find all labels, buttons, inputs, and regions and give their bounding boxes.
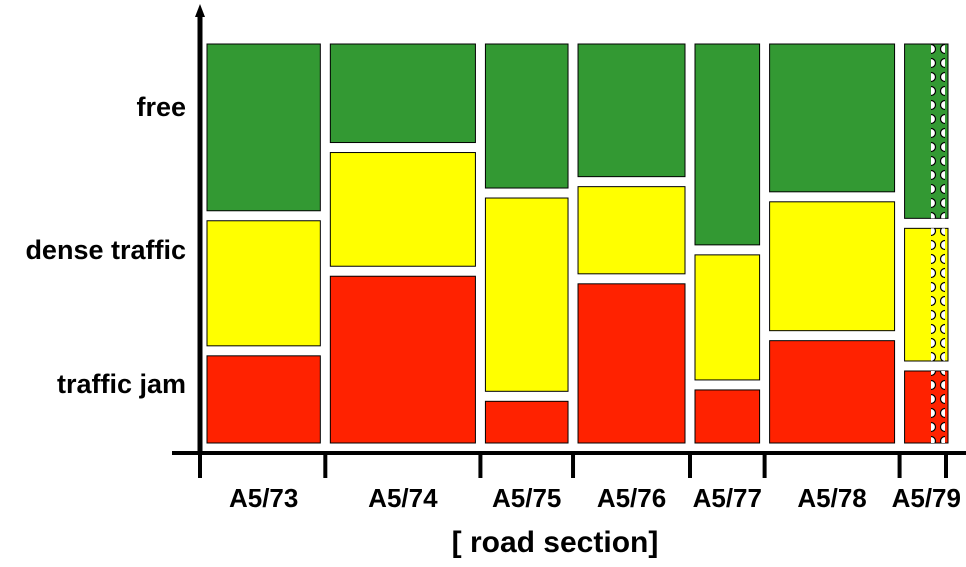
bar-A5-76-traffic-jam xyxy=(577,283,686,444)
bar-A5-74-free xyxy=(329,43,476,144)
x-tick-label: A5/79 xyxy=(892,483,961,513)
x-tick-label: A5/77 xyxy=(693,483,762,513)
bar-A5-76-free xyxy=(577,43,686,178)
hatch-A5-79-dense-traffic xyxy=(931,228,945,361)
bar-A5-74-traffic-jam xyxy=(329,275,476,444)
hatch-A5-79-free xyxy=(931,44,945,219)
bar-A5-78-dense-traffic xyxy=(769,201,896,332)
x-tick-label: A5/76 xyxy=(597,483,666,513)
bar-A5-78-traffic-jam xyxy=(769,340,896,444)
y-axis-arrowhead xyxy=(195,4,205,17)
x-axis-title: [ road section] xyxy=(452,526,659,559)
bar-A5-77-traffic-jam xyxy=(694,389,761,444)
ticks-layer xyxy=(198,453,948,478)
y-level-label: dense traffic xyxy=(25,235,186,265)
x-tick-label: A5/75 xyxy=(492,483,561,513)
bar-A5-78-free xyxy=(769,43,896,193)
bar-A5-75-dense-traffic xyxy=(484,197,569,392)
x-tick-label: A5/78 xyxy=(797,483,866,513)
bars-layer xyxy=(206,43,949,444)
bar-A5-74-dense-traffic xyxy=(329,152,476,267)
bar-A5-73-dense-traffic xyxy=(206,220,321,347)
bar-A5-75-free xyxy=(484,43,569,189)
x-tick-label: A5/73 xyxy=(229,483,298,513)
bar-A5-75-traffic-jam xyxy=(484,400,569,444)
hatch-A5-79-traffic-jam xyxy=(931,370,945,443)
bar-A5-77-dense-traffic xyxy=(694,254,761,381)
labels-layer: [ road section] A5/73 A5/74 A5/75 A5/76 A5/7… xyxy=(25,92,961,559)
x-tick-label: A5/74 xyxy=(368,483,438,513)
axes-layer xyxy=(172,4,966,455)
bar-A5-77-free xyxy=(694,43,761,246)
bar-A5-73-free xyxy=(206,43,321,212)
y-level-label: free xyxy=(136,92,186,122)
bar-A5-73-traffic-jam xyxy=(206,355,321,444)
bar-A5-76-dense-traffic xyxy=(577,186,686,275)
y-level-label: traffic jam xyxy=(57,369,186,399)
